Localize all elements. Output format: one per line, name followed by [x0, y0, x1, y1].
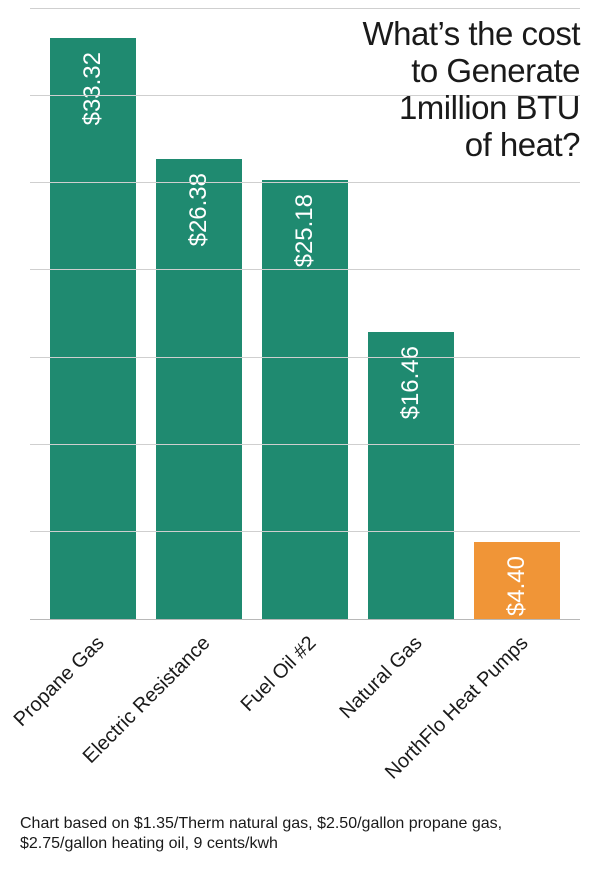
x-axis-label: Fuel Oil #2	[237, 632, 322, 717]
x-axis-label: Propane Gas	[10, 632, 110, 732]
x-axis-labels: Propane GasElectric ResistanceFuel Oil #…	[30, 632, 580, 802]
x-label-slot: NorthFlo Heat Pumps	[474, 632, 560, 802]
bar-value-label: $33.32	[79, 52, 107, 125]
gridline	[30, 182, 580, 183]
title-line: of heat?	[465, 126, 580, 163]
title-line: 1million BTU	[399, 89, 580, 126]
title-line: to Generate	[411, 52, 580, 89]
x-axis-label: Natural Gas	[336, 632, 428, 724]
chart-container: $33.32 $26.38 $25.18 $16.46 $4.40 What’s the…	[0, 0, 600, 876]
bar: $25.18	[262, 180, 348, 619]
chart-title: What’s the costto Generate1million BTUof…	[363, 16, 581, 164]
chart-footnote: Chart based on $1.35/Therm natural gas, …	[20, 814, 570, 854]
title-line: What’s the cost	[363, 15, 581, 52]
gridline	[30, 357, 580, 358]
bar-slot: $25.18	[262, 10, 348, 619]
x-label-slot: Fuel Oil #2	[262, 632, 348, 802]
bar-value-label: $4.40	[503, 556, 531, 616]
bar: $16.46	[368, 332, 454, 619]
bar: $4.40	[474, 542, 560, 619]
x-label-slot: Electric Resistance	[156, 632, 242, 802]
bar-value-label: $25.18	[291, 194, 319, 267]
bar: $26.38	[156, 159, 242, 619]
bar-value-label: $26.38	[185, 173, 213, 246]
bar-slot: $26.38	[156, 10, 242, 619]
bar-slot: $33.32	[50, 10, 136, 619]
gridline	[30, 8, 580, 9]
bar: $33.32	[50, 38, 136, 619]
gridline	[30, 444, 580, 445]
gridline	[30, 269, 580, 270]
gridline	[30, 531, 580, 532]
